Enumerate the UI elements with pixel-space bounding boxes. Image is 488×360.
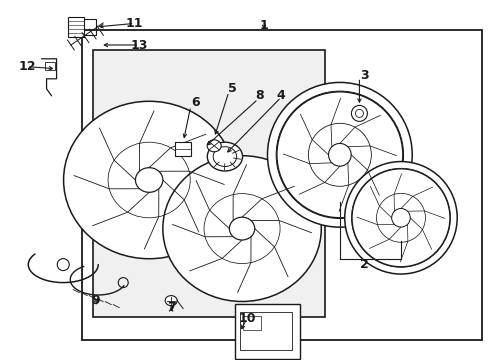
Text: 1: 1 xyxy=(259,19,268,32)
Circle shape xyxy=(328,144,350,166)
Bar xyxy=(175,143,191,156)
Bar xyxy=(82,30,481,340)
Text: 9: 9 xyxy=(91,294,100,307)
Ellipse shape xyxy=(163,156,321,301)
Text: 11: 11 xyxy=(125,17,143,30)
Ellipse shape xyxy=(229,217,254,240)
Ellipse shape xyxy=(63,101,234,259)
Text: 5: 5 xyxy=(227,82,236,95)
Ellipse shape xyxy=(207,140,221,152)
Polygon shape xyxy=(93,50,325,317)
Text: 12: 12 xyxy=(18,60,36,73)
Bar xyxy=(234,304,299,359)
Text: 4: 4 xyxy=(276,89,285,102)
Ellipse shape xyxy=(207,142,242,171)
Bar xyxy=(44,62,55,70)
Text: 3: 3 xyxy=(359,69,368,82)
Circle shape xyxy=(344,162,456,274)
Text: 10: 10 xyxy=(238,312,255,325)
Text: 6: 6 xyxy=(191,96,200,109)
Ellipse shape xyxy=(135,168,163,192)
Circle shape xyxy=(351,105,366,121)
Text: 8: 8 xyxy=(254,89,263,102)
Text: 7: 7 xyxy=(166,301,175,314)
Bar xyxy=(68,17,83,37)
Circle shape xyxy=(267,82,411,227)
Ellipse shape xyxy=(165,296,177,306)
Circle shape xyxy=(391,208,409,227)
Bar xyxy=(242,316,260,330)
Text: 13: 13 xyxy=(130,39,148,51)
Bar xyxy=(239,312,291,350)
Text: 2: 2 xyxy=(359,258,368,271)
